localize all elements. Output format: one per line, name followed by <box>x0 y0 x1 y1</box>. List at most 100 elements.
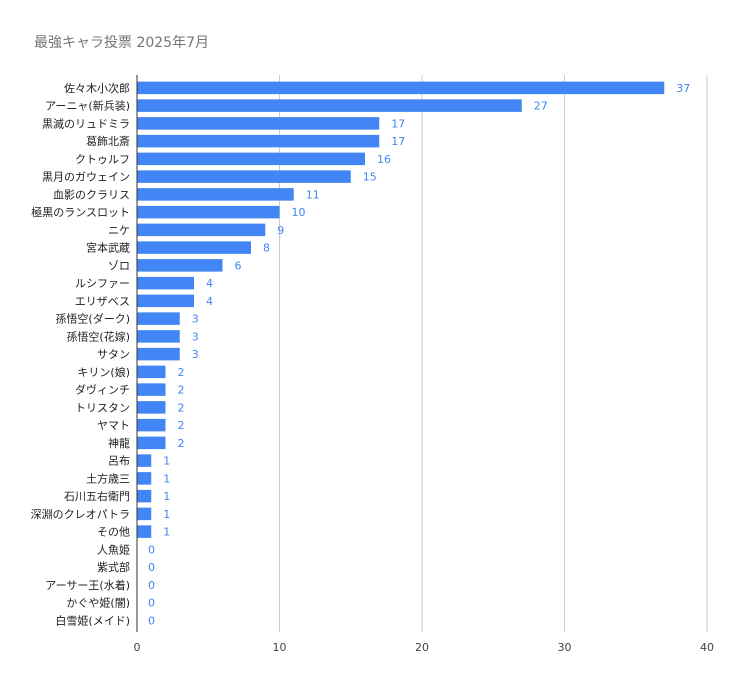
data-label: 2 <box>178 401 185 414</box>
category-label: トリスタン <box>75 401 130 414</box>
bar <box>137 365 166 379</box>
bar <box>137 383 166 396</box>
data-label: 2 <box>178 384 185 397</box>
data-label: 3 <box>192 348 199 361</box>
category-label: クトゥルフ <box>75 153 130 166</box>
gridlines <box>279 75 708 632</box>
category-label: 土方歳三 <box>86 471 130 485</box>
data-label: 17 <box>391 117 405 130</box>
bar <box>137 276 194 290</box>
category-label: 佐々木小次郎 <box>64 81 130 95</box>
bar <box>137 525 152 538</box>
bar <box>137 312 180 325</box>
bar <box>137 418 166 432</box>
bar <box>137 472 152 485</box>
bar <box>137 205 280 219</box>
x-tick-label: 30 <box>558 641 572 654</box>
category-label: 人魚姫 <box>97 542 130 556</box>
bar <box>137 436 166 450</box>
data-label: 16 <box>377 153 391 166</box>
category-label: 黒月のガウェイン <box>42 171 130 184</box>
data-label: 2 <box>178 366 185 379</box>
category-label: 孫悟空(ダーク) <box>55 312 130 326</box>
bar <box>137 170 351 183</box>
category-label: キリン(娘) <box>77 365 130 379</box>
data-label: 4 <box>206 277 213 290</box>
data-label: 27 <box>534 100 548 113</box>
category-label: 黒滅のリュドミラ <box>42 117 130 130</box>
data-label: 1 <box>163 472 170 485</box>
bar <box>137 454 152 467</box>
bar <box>137 134 380 148</box>
bar <box>137 81 665 95</box>
data-label: 2 <box>178 419 185 432</box>
data-label: 1 <box>163 526 170 539</box>
data-label: 11 <box>306 188 320 201</box>
data-label: 15 <box>363 171 377 184</box>
x-tick-label: 40 <box>700 641 714 654</box>
x-tick-label: 20 <box>415 641 429 654</box>
data-label: 3 <box>192 313 199 326</box>
category-label: かぐや姫(闇) <box>66 596 130 610</box>
category-label: アーニャ(新兵装) <box>45 99 130 113</box>
data-label: 6 <box>235 259 242 272</box>
category-label: 極黒のランスロット <box>31 205 130 219</box>
category-label: 呂布 <box>108 455 130 468</box>
data-label: 10 <box>292 206 306 219</box>
category-label: 紫式部 <box>97 560 130 574</box>
category-label: 石川五右衛門 <box>64 489 130 503</box>
category-label: エリザベス <box>75 295 130 308</box>
category-label: アーサー王(水着) <box>45 578 130 592</box>
data-label: 17 <box>391 135 405 148</box>
bar <box>137 117 380 130</box>
data-label: 37 <box>676 82 690 95</box>
data-label: 8 <box>263 242 270 255</box>
bar <box>137 152 365 166</box>
bar <box>137 99 522 112</box>
category-label: ルシファー <box>75 277 130 290</box>
bar <box>137 223 266 237</box>
category-label: その他 <box>97 526 130 539</box>
data-label: 2 <box>178 437 185 450</box>
bar <box>137 347 180 361</box>
category-label: サタン <box>97 348 130 361</box>
data-label: 1 <box>163 455 170 468</box>
category-label: ニケ <box>108 224 130 237</box>
data-label: 9 <box>277 224 284 237</box>
bar <box>137 330 180 343</box>
category-label: 血影のクラリス <box>53 187 130 201</box>
bar <box>137 188 294 201</box>
x-tick-label: 0 <box>134 641 141 654</box>
chart-title: 最強キャラ投票 2025年7月 <box>34 35 209 51</box>
data-label: 0 <box>148 543 155 556</box>
category-label: ゾロ <box>108 259 130 272</box>
data-label: 0 <box>148 597 155 610</box>
x-tick-label: 10 <box>273 641 287 654</box>
data-label: 4 <box>206 295 213 308</box>
data-label: 3 <box>192 330 199 343</box>
bar <box>137 294 194 308</box>
category-label: 葛飾北斎 <box>86 134 130 148</box>
category-label: 宮本武蔵 <box>86 241 130 255</box>
data-label: 0 <box>148 561 155 574</box>
category-label: ヤマト <box>97 419 130 432</box>
bar <box>137 507 152 521</box>
data-label: 1 <box>163 490 170 503</box>
bar <box>137 401 166 414</box>
bar <box>137 489 152 503</box>
bar <box>137 259 223 272</box>
bar <box>137 241 251 254</box>
category-label: ダヴィンチ <box>75 383 130 397</box>
category-label: 神龍 <box>108 436 130 450</box>
category-label: 深淵のクレオパトラ <box>31 508 130 521</box>
category-label: 白雪姫(メイド) <box>55 613 130 627</box>
data-label: 0 <box>148 579 155 592</box>
x-tick-labels: 0 10 20 30 40 <box>134 641 715 654</box>
category-label: 孫悟空(花嫁) <box>66 329 130 343</box>
data-label: 0 <box>148 614 155 627</box>
data-label: 1 <box>163 508 170 521</box>
bars <box>137 81 665 538</box>
